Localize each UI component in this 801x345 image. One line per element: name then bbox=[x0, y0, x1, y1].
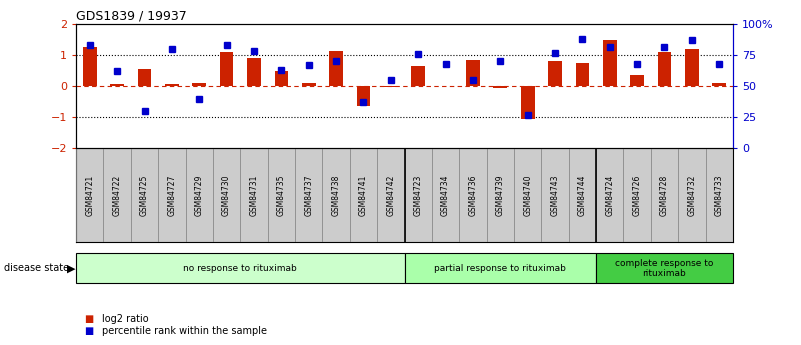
Text: GSM84726: GSM84726 bbox=[633, 174, 642, 216]
Bar bbox=[712, 82, 726, 86]
Text: GSM84744: GSM84744 bbox=[578, 174, 587, 216]
Bar bbox=[83, 47, 97, 86]
Text: GDS1839 / 19937: GDS1839 / 19937 bbox=[76, 10, 187, 23]
Text: GSM84743: GSM84743 bbox=[550, 174, 560, 216]
Text: ■: ■ bbox=[84, 314, 94, 324]
Bar bbox=[384, 86, 397, 87]
Bar bbox=[548, 61, 562, 86]
Bar bbox=[302, 83, 316, 86]
Text: GSM84732: GSM84732 bbox=[687, 174, 696, 216]
Bar bbox=[192, 82, 206, 86]
Text: percentile rank within the sample: percentile rank within the sample bbox=[102, 326, 267, 336]
Bar bbox=[138, 69, 151, 86]
Text: partial response to rituximab: partial response to rituximab bbox=[434, 264, 566, 273]
Bar bbox=[576, 63, 590, 86]
Text: GSM84723: GSM84723 bbox=[413, 174, 423, 216]
Text: GSM84740: GSM84740 bbox=[523, 174, 532, 216]
Bar bbox=[603, 40, 617, 86]
Bar bbox=[630, 75, 644, 86]
Text: GSM84722: GSM84722 bbox=[113, 174, 122, 216]
Text: GSM84733: GSM84733 bbox=[714, 174, 724, 216]
Bar bbox=[165, 84, 179, 86]
Text: GSM84742: GSM84742 bbox=[386, 174, 396, 216]
Bar bbox=[219, 52, 233, 86]
Text: ▶: ▶ bbox=[66, 263, 75, 273]
Text: GSM84734: GSM84734 bbox=[441, 174, 450, 216]
Text: GSM84725: GSM84725 bbox=[140, 174, 149, 216]
Bar bbox=[248, 58, 261, 86]
Bar bbox=[521, 86, 534, 119]
Bar bbox=[275, 71, 288, 86]
Text: GSM84736: GSM84736 bbox=[469, 174, 477, 216]
Text: GSM84739: GSM84739 bbox=[496, 174, 505, 216]
Text: GSM84729: GSM84729 bbox=[195, 174, 203, 216]
Text: GSM84727: GSM84727 bbox=[167, 174, 176, 216]
Text: no response to rituximab: no response to rituximab bbox=[183, 264, 297, 273]
Text: complete response to
rituximab: complete response to rituximab bbox=[615, 258, 714, 278]
Text: GSM84724: GSM84724 bbox=[606, 174, 614, 216]
Text: GSM84721: GSM84721 bbox=[85, 174, 95, 216]
FancyBboxPatch shape bbox=[76, 254, 405, 283]
Text: GSM84731: GSM84731 bbox=[249, 174, 259, 216]
Bar bbox=[466, 60, 480, 86]
Bar bbox=[329, 51, 343, 86]
Bar bbox=[493, 86, 507, 88]
Text: GSM84730: GSM84730 bbox=[222, 174, 231, 216]
Text: GSM84728: GSM84728 bbox=[660, 174, 669, 216]
Text: GSM84741: GSM84741 bbox=[359, 174, 368, 216]
Text: GSM84737: GSM84737 bbox=[304, 174, 313, 216]
Bar bbox=[685, 49, 698, 86]
Bar bbox=[658, 52, 671, 86]
Text: log2 ratio: log2 ratio bbox=[102, 314, 148, 324]
Text: ■: ■ bbox=[84, 326, 94, 336]
FancyBboxPatch shape bbox=[596, 254, 733, 283]
Bar bbox=[111, 84, 124, 86]
Bar bbox=[356, 86, 370, 106]
Text: GSM84735: GSM84735 bbox=[277, 174, 286, 216]
Text: GSM84738: GSM84738 bbox=[332, 174, 340, 216]
FancyBboxPatch shape bbox=[405, 254, 596, 283]
Text: disease state: disease state bbox=[4, 263, 69, 273]
Bar bbox=[412, 66, 425, 86]
